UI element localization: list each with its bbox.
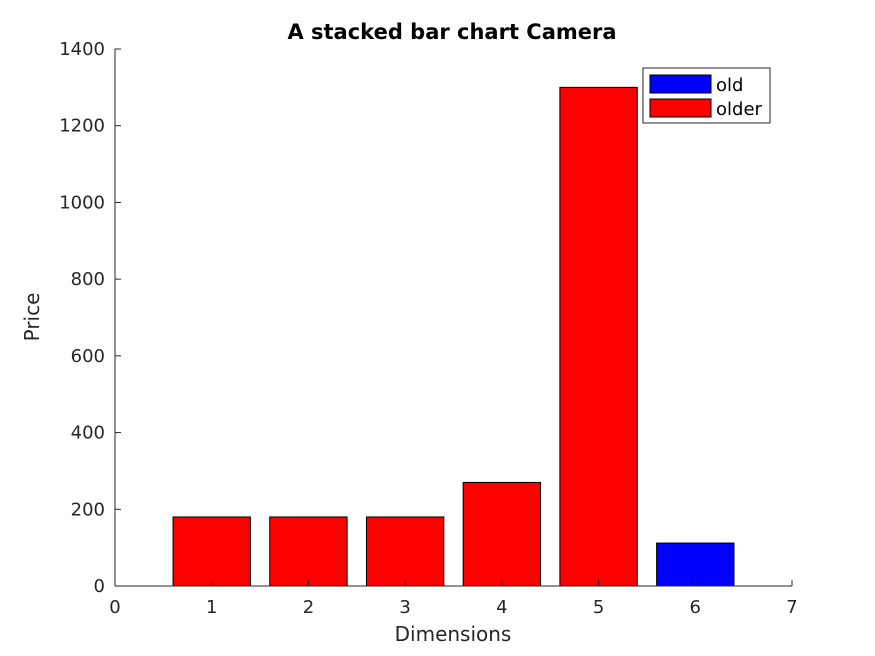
x-tick-label: 0 <box>109 597 120 618</box>
bar-older-3 <box>365 516 445 587</box>
legend-swatch-old <box>649 74 712 94</box>
y-tick-label: 0 <box>94 576 105 597</box>
legend: old older <box>642 67 771 124</box>
y-ticks: 0 200 400 600 800 1000 1200 1400 <box>59 39 121 597</box>
y-axis-label: Price <box>20 293 44 342</box>
y-tick-label: 400 <box>71 423 105 444</box>
bar-older-5 <box>559 86 638 587</box>
x-tick-label: 5 <box>593 597 604 618</box>
x-tick-label: 3 <box>399 597 410 618</box>
legend-label-older: older <box>716 99 763 120</box>
legend-swatch-older <box>649 98 712 118</box>
y-tick-label: 1200 <box>59 116 105 137</box>
y-tick-label: 200 <box>71 499 105 520</box>
y-tick-label: 1000 <box>59 192 105 213</box>
y-tick-label: 800 <box>71 269 105 290</box>
chart-title: A stacked bar chart Camera <box>287 20 616 44</box>
x-ticks: 0 1 2 3 4 5 6 7 <box>109 580 798 618</box>
bar-older-2 <box>269 516 348 587</box>
bars <box>172 86 735 587</box>
axes <box>114 49 792 587</box>
x-tick-label: 2 <box>303 597 314 618</box>
y-tick-label: 600 <box>71 346 105 367</box>
x-axis-label: Dimensions <box>395 622 512 646</box>
y-tick-label: 1400 <box>59 39 105 60</box>
legend-label-old: old <box>716 75 743 96</box>
x-tick-label: 6 <box>690 597 701 618</box>
bar-older-4 <box>462 481 542 587</box>
x-tick-label: 1 <box>206 597 217 618</box>
bar-old-6 <box>656 542 735 587</box>
bar-older-1 <box>172 516 251 587</box>
x-tick-label: 7 <box>786 597 797 618</box>
x-tick-label: 4 <box>496 597 507 618</box>
